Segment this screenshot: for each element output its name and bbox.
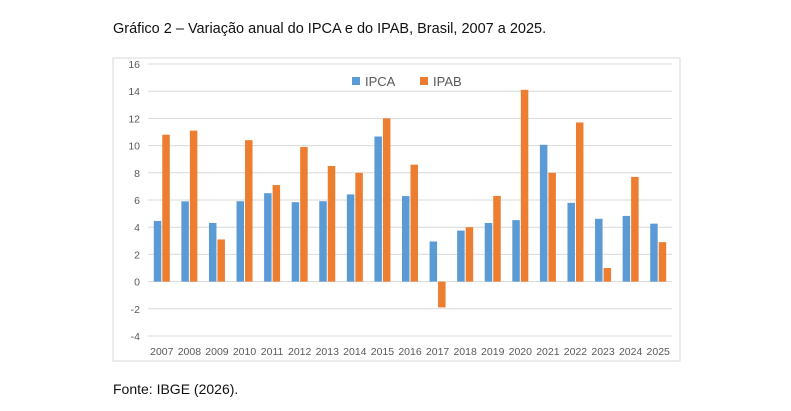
bar-ipab-2007 bbox=[162, 134, 170, 282]
y-tick-label: 8 bbox=[134, 168, 140, 180]
legend-label-ipab: IPAB bbox=[433, 74, 462, 89]
bar-ipca-2015 bbox=[374, 136, 382, 282]
bar-ipca-2007 bbox=[153, 220, 162, 282]
x-tick-label: 2009 bbox=[205, 346, 229, 358]
bar-ipca-2016 bbox=[402, 196, 410, 282]
bar-ipab-2009 bbox=[217, 239, 225, 282]
x-tick-label: 2012 bbox=[288, 346, 312, 358]
x-tick-label: 2007 bbox=[150, 346, 174, 358]
legend-label-ipca: IPCA bbox=[365, 74, 396, 89]
source-note: Fonte: IBGE (2026). bbox=[113, 381, 239, 397]
y-tick-label: -2 bbox=[131, 304, 140, 316]
x-tick-label: 2019 bbox=[481, 346, 505, 358]
bar-ipca-2019 bbox=[484, 222, 493, 282]
x-tick-label: 2023 bbox=[591, 346, 615, 358]
bar-ipca-2024 bbox=[622, 215, 631, 282]
legend-swatch-ipca bbox=[352, 77, 360, 85]
x-tick-label: 2021 bbox=[536, 346, 560, 358]
bar-ipab-2020 bbox=[520, 89, 529, 282]
legend-swatch-ipab bbox=[420, 77, 428, 85]
bar-ipab-2025 bbox=[658, 242, 667, 282]
bar-ipca-2023 bbox=[595, 218, 603, 282]
bar-ipab-2023 bbox=[603, 268, 612, 282]
bar-ipab-2011 bbox=[272, 185, 281, 282]
x-tick-label: 2013 bbox=[316, 346, 340, 358]
bar-ipca-2017 bbox=[429, 241, 438, 282]
y-tick-label: 14 bbox=[128, 86, 140, 98]
x-tick-label: 2020 bbox=[509, 346, 533, 358]
bar-ipab-2016 bbox=[410, 164, 418, 282]
bar-ipca-2013 bbox=[319, 201, 327, 282]
bar-ipab-2021 bbox=[548, 172, 556, 282]
bar-ipab-2008 bbox=[189, 130, 198, 282]
x-tick-label: 2008 bbox=[178, 346, 202, 358]
bar-ipca-2020 bbox=[512, 220, 520, 282]
bar-ipca-2012 bbox=[291, 202, 300, 282]
bar-ipca-2010 bbox=[236, 201, 245, 282]
x-tick-label: 2025 bbox=[647, 346, 671, 358]
y-tick-label: -4 bbox=[131, 331, 140, 343]
y-tick-label: 0 bbox=[134, 277, 140, 289]
y-tick-label: 6 bbox=[134, 195, 140, 207]
bar-ipab-2013 bbox=[327, 166, 336, 282]
bar-ipab-2015 bbox=[382, 118, 391, 282]
bar-ipca-2011 bbox=[264, 193, 272, 282]
y-tick-label: 16 bbox=[128, 59, 140, 71]
bar-ipab-2019 bbox=[493, 195, 501, 282]
bar-ipab-2018 bbox=[465, 227, 474, 282]
bar-ipab-2017 bbox=[438, 281, 446, 308]
bar-ipab-2022 bbox=[575, 122, 584, 282]
x-tick-label: 2010 bbox=[233, 346, 257, 358]
x-tick-label: 2018 bbox=[453, 346, 477, 358]
bar-ipca-2009 bbox=[208, 222, 217, 282]
x-tick-label: 2017 bbox=[426, 346, 450, 358]
x-tick-label: 2015 bbox=[371, 346, 395, 358]
bar-ipab-2014 bbox=[355, 172, 363, 282]
y-tick-label: 12 bbox=[128, 113, 140, 125]
y-tick-label: 2 bbox=[134, 249, 140, 261]
x-tick-label: 2014 bbox=[343, 346, 367, 358]
bar-ipca-2014 bbox=[346, 194, 355, 282]
figure-title: Gráfico 2 – Variação anual do IPCA e do … bbox=[113, 21, 547, 37]
bar-ipca-2018 bbox=[457, 230, 465, 282]
chart-frame bbox=[112, 57, 681, 362]
y-tick-label: 4 bbox=[134, 222, 140, 234]
bar-ipab-2012 bbox=[300, 146, 308, 282]
y-tick-label: 10 bbox=[128, 141, 140, 153]
bar-ipca-2025 bbox=[650, 223, 658, 282]
x-tick-label: 2024 bbox=[619, 346, 643, 358]
bar-ipab-2024 bbox=[631, 176, 639, 282]
x-tick-label: 2011 bbox=[261, 346, 284, 358]
x-tick-label: 2022 bbox=[564, 346, 588, 358]
x-tick-label: 2016 bbox=[398, 346, 422, 358]
bar-ipca-2008 bbox=[181, 201, 189, 282]
bar-ipca-2022 bbox=[567, 202, 575, 282]
bar-ipca-2021 bbox=[539, 144, 548, 282]
bar-ipab-2010 bbox=[245, 140, 253, 282]
